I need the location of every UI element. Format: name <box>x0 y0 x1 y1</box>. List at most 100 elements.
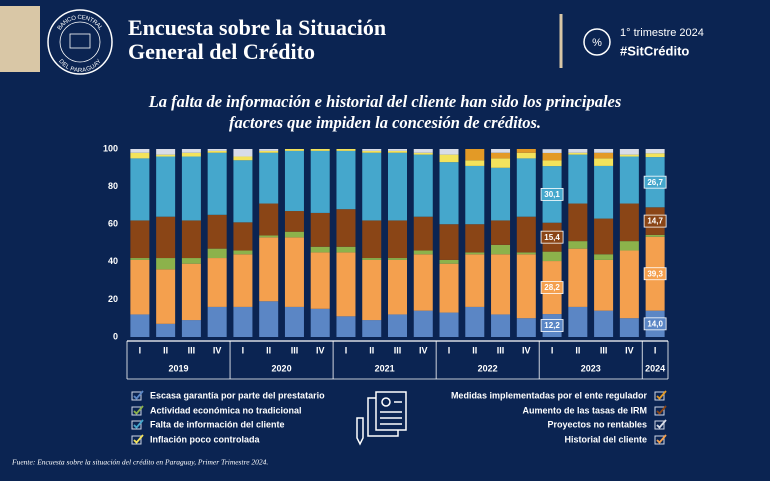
bar-segment <box>413 216 433 251</box>
bar-segment <box>207 214 227 249</box>
bar-segment <box>156 156 176 217</box>
bar-segment <box>413 152 433 155</box>
bar-segment <box>594 165 614 219</box>
bar-segment <box>516 252 536 255</box>
legend-label: Actividad económica no tradicional <box>150 405 302 415</box>
bar-segment <box>542 149 562 153</box>
bar-segment <box>233 222 253 251</box>
bar-segment <box>207 258 227 307</box>
bar-segment <box>362 149 382 151</box>
legend-box <box>654 435 665 445</box>
bar-segment <box>491 314 511 337</box>
legend-label: Aumento de las tasas de IRM <box>522 405 647 415</box>
bar-segment <box>594 152 614 159</box>
bar-segment <box>284 306 304 337</box>
bar-segment <box>619 318 639 337</box>
bar-segment <box>181 149 201 153</box>
bar-segment <box>568 152 588 155</box>
bar-segment <box>465 252 485 255</box>
bar-segment <box>156 269 176 324</box>
bar-segment <box>181 156 201 221</box>
bar-segment <box>310 308 330 337</box>
bar-segment <box>516 216 536 253</box>
hashtag: #SitCrédito <box>620 43 689 58</box>
y-tick-label: 80 <box>108 181 118 191</box>
bar-segment <box>491 149 511 153</box>
legend-label: Escasa garantía por parte del prestatari… <box>150 390 325 400</box>
bar-segment <box>310 252 330 309</box>
bar-segment <box>259 237 279 302</box>
bar-segment <box>233 156 253 161</box>
legend-check <box>133 405 144 415</box>
legend-box <box>654 391 665 401</box>
bar-segment <box>259 203 279 236</box>
value-label: 28,2 <box>544 283 560 292</box>
bar-segment <box>645 153 665 158</box>
bar-segment <box>491 167 511 221</box>
x-tick-label: I <box>139 345 142 355</box>
bar-segment <box>130 258 150 260</box>
bar-segment <box>181 258 201 264</box>
bar-segment <box>259 235 279 238</box>
x-tick-label: III <box>497 345 505 355</box>
bar-segment <box>568 248 588 307</box>
x-tick-label: IV <box>419 345 428 355</box>
y-tick-label: 0 <box>113 331 118 341</box>
y-tick-label: 20 <box>108 294 118 304</box>
legend-check <box>133 434 144 444</box>
legend-label: Inflación poco controlada <box>150 434 261 444</box>
group-label: 2022 <box>478 363 498 373</box>
value-label: 39,3 <box>647 269 663 278</box>
bar-segment <box>259 149 279 151</box>
accent-strip <box>0 6 40 72</box>
bar-segment <box>362 259 382 321</box>
bar-segment <box>233 160 253 223</box>
group-label: 2020 <box>272 363 292 373</box>
period-icon <box>583 28 611 56</box>
bar-segment <box>259 150 279 153</box>
bar-segment <box>439 154 459 163</box>
legend-check <box>133 390 144 400</box>
bar-segment <box>388 258 407 260</box>
bar-segment <box>207 149 227 151</box>
x-tick-label: II <box>163 345 168 355</box>
header-title: Encuesta sobre la Situación <box>128 15 386 40</box>
bar-segment <box>568 203 588 242</box>
bar-segment <box>619 241 639 251</box>
group-label: 2024 <box>645 363 665 373</box>
bar-segment <box>619 250 639 319</box>
bar-segment <box>439 263 459 313</box>
bar-segment <box>156 149 176 155</box>
legend-check <box>133 419 144 429</box>
bar-segment <box>336 252 356 317</box>
value-label: 14,0 <box>647 319 663 328</box>
bar-segment <box>310 149 330 151</box>
value-label-box <box>540 230 564 244</box>
bar-segment <box>568 154 588 204</box>
bar-segment <box>439 162 459 225</box>
bar-segment <box>284 149 304 151</box>
value-label-box <box>643 175 667 189</box>
bar-segment <box>259 152 279 204</box>
x-tick-label: III <box>394 345 402 355</box>
bar-segment <box>181 220 201 259</box>
bar-segment <box>568 306 588 337</box>
bar-segment <box>130 314 150 337</box>
x-tick-label: IV <box>316 345 325 355</box>
bar-segment <box>156 154 176 157</box>
bar-segment <box>516 254 536 319</box>
bar-segment <box>542 251 562 262</box>
bar-segment <box>207 152 227 215</box>
group-label: 2023 <box>581 363 601 373</box>
bar-segment <box>645 149 665 154</box>
bar-segment <box>619 149 639 155</box>
bar-segment <box>233 250 253 255</box>
bar-segment <box>181 263 201 321</box>
value-label-box <box>540 188 564 201</box>
bar-segment <box>594 218 614 255</box>
bar-segment <box>491 220 511 245</box>
bar-segment <box>491 158 511 168</box>
source: Fuente: Encuesta sobre la situación del … <box>11 458 268 467</box>
